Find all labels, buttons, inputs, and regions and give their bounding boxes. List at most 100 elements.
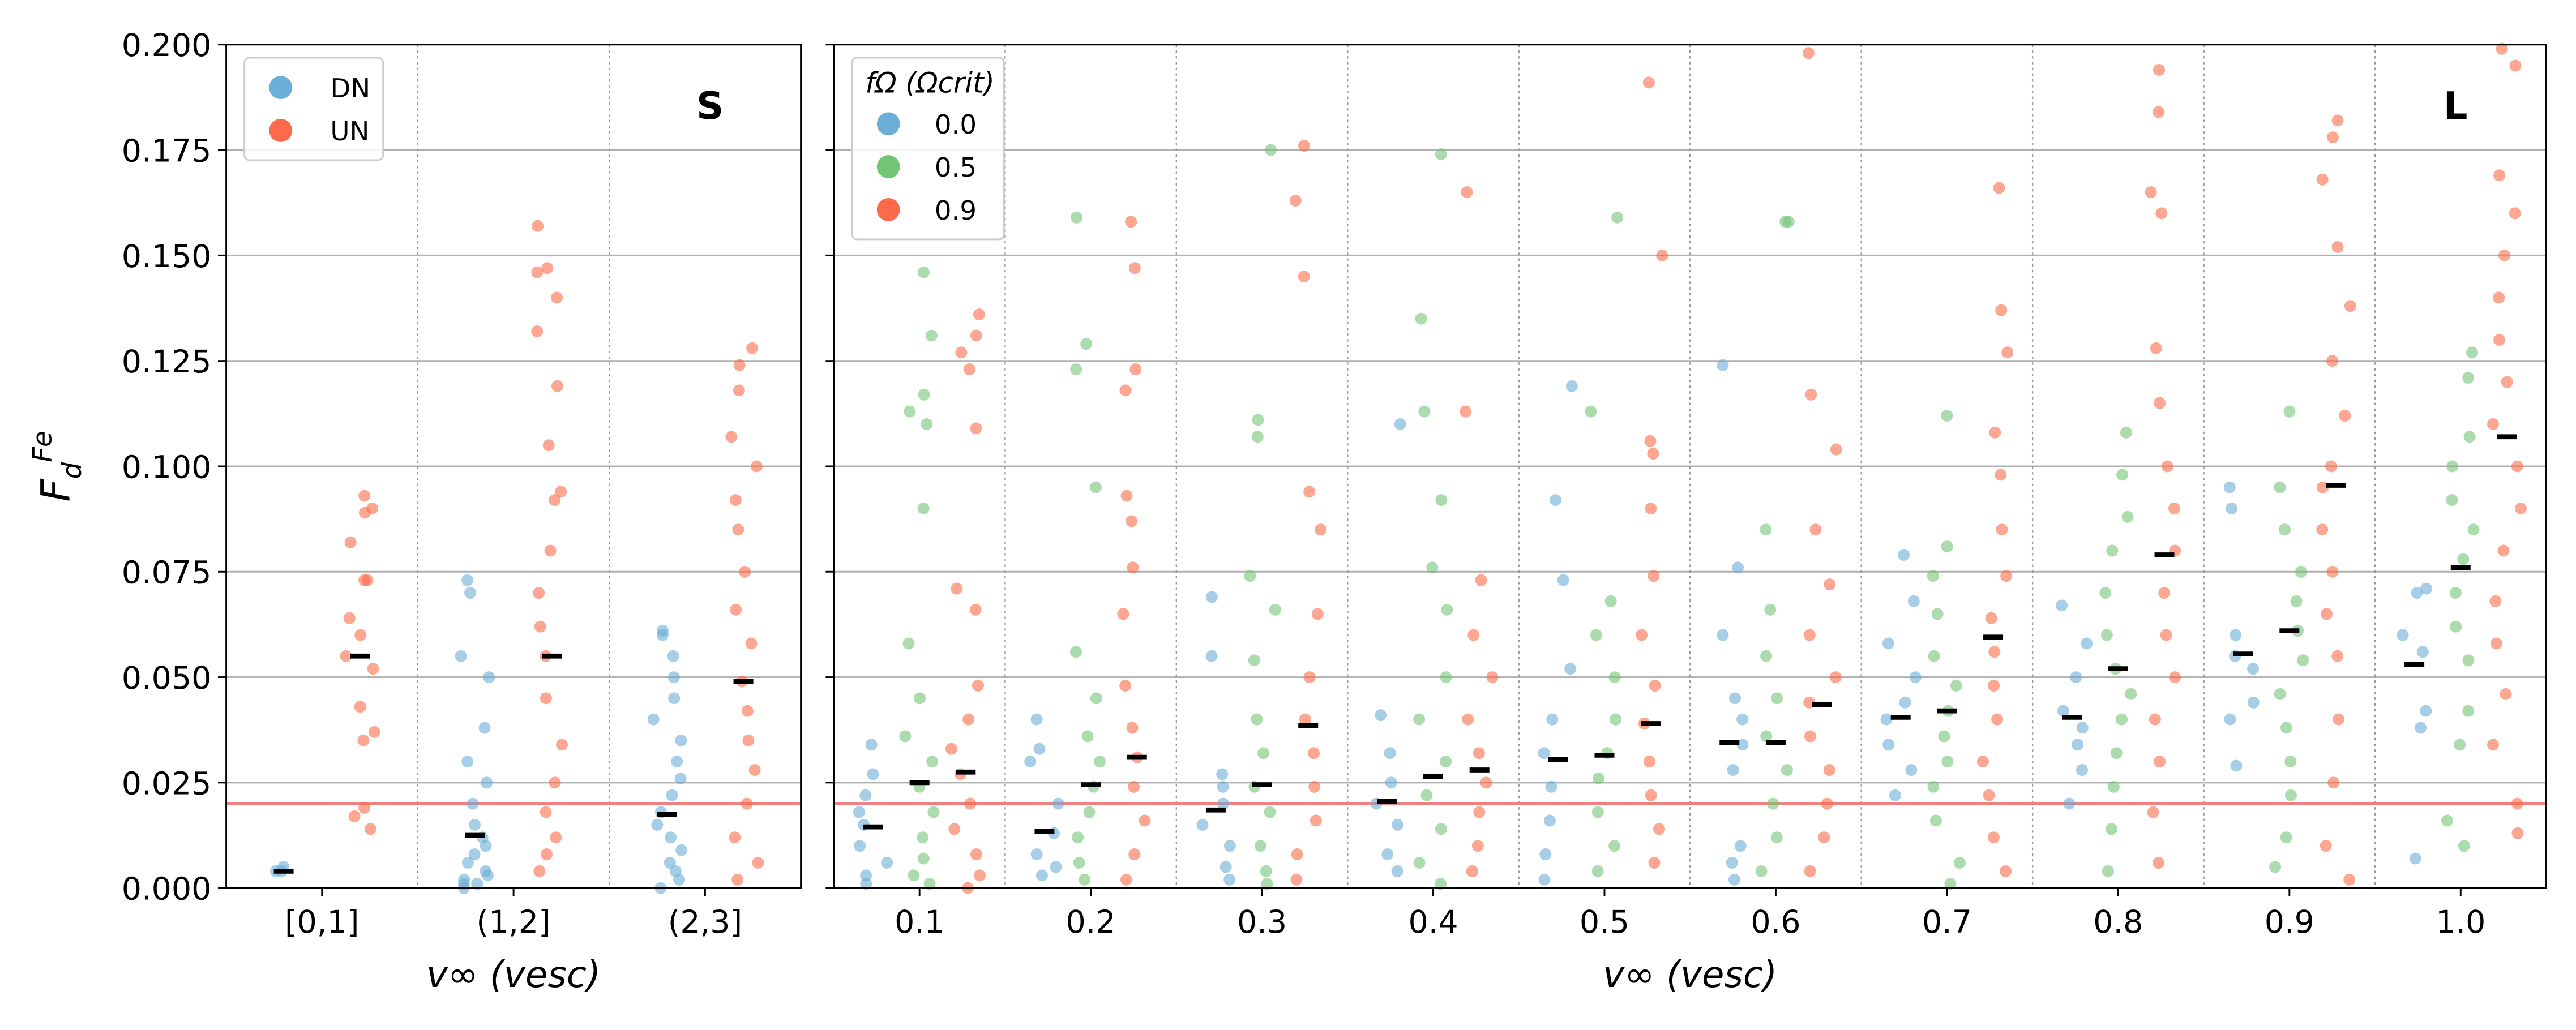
- point: [2295, 565, 2307, 578]
- point: [1070, 646, 1082, 658]
- point: [549, 776, 561, 789]
- y-tick-label: 0.075: [122, 555, 212, 591]
- point: [540, 806, 552, 818]
- point: [2099, 587, 2112, 599]
- point: [461, 756, 474, 768]
- point: [533, 587, 545, 599]
- point: [550, 831, 562, 844]
- point: [2076, 764, 2088, 776]
- point: [746, 342, 759, 354]
- point: [742, 734, 755, 746]
- point: [1592, 772, 1604, 784]
- x-tick-label: 0.5: [1580, 904, 1629, 941]
- point: [1642, 76, 1655, 89]
- point: [481, 869, 494, 882]
- point: [2490, 637, 2502, 650]
- point: [741, 797, 753, 810]
- point: [918, 388, 930, 401]
- point: [2147, 806, 2159, 818]
- point: [2158, 587, 2171, 599]
- point: [1809, 523, 1822, 536]
- x-axis-label: v∞ (vesc): [426, 954, 601, 996]
- point: [555, 486, 567, 498]
- point: [358, 507, 371, 519]
- point: [1539, 848, 1552, 861]
- point: [2317, 481, 2329, 493]
- point: [2511, 797, 2523, 810]
- point: [2223, 481, 2236, 493]
- point: [1251, 713, 1263, 726]
- point: [2326, 355, 2338, 367]
- point: [1732, 561, 1744, 574]
- point: [2000, 865, 2012, 877]
- point: [2487, 739, 2500, 751]
- point: [1610, 713, 1622, 726]
- y-tick-label: 0.100: [122, 449, 212, 486]
- point: [1909, 671, 1922, 684]
- x-tick-label: 0.4: [1408, 904, 1458, 941]
- point: [1219, 861, 1232, 873]
- point: [1269, 603, 1281, 616]
- point: [1426, 561, 1439, 574]
- point: [2397, 629, 2409, 641]
- point: [1308, 780, 1321, 793]
- point: [2284, 756, 2297, 768]
- point: [2462, 371, 2475, 384]
- point: [2230, 759, 2243, 772]
- point: [1545, 780, 1557, 793]
- point: [540, 848, 553, 861]
- x-tick-label: 0.7: [1922, 904, 1972, 941]
- point: [358, 574, 370, 586]
- point: [2511, 460, 2523, 473]
- point: [750, 460, 763, 473]
- point: [531, 325, 544, 337]
- point: [1079, 873, 1091, 886]
- point: [1127, 780, 1140, 793]
- point: [656, 629, 669, 641]
- point: [1591, 806, 1604, 818]
- point: [2063, 797, 2076, 810]
- point: [1728, 873, 1740, 886]
- point: [1882, 637, 1894, 650]
- point: [1466, 865, 1478, 877]
- point: [2327, 776, 2340, 789]
- point: [1770, 831, 1783, 844]
- point: [1311, 608, 1324, 620]
- point: [2120, 426, 2132, 439]
- point: [1480, 776, 1492, 789]
- point: [962, 713, 975, 726]
- point: [2153, 856, 2165, 869]
- point: [908, 869, 920, 882]
- point: [1591, 865, 1604, 877]
- point: [348, 810, 361, 822]
- point: [731, 873, 744, 886]
- point: [2116, 713, 2128, 726]
- point: [2106, 544, 2119, 557]
- point: [542, 439, 555, 452]
- point: [1394, 418, 1406, 430]
- point: [531, 266, 544, 278]
- point: [534, 620, 546, 633]
- point: [1991, 713, 2004, 726]
- point: [1303, 486, 1316, 498]
- x-tick-label: 0.3: [1237, 904, 1287, 941]
- point: [651, 818, 664, 831]
- point: [1139, 814, 1151, 827]
- legend-label: 0.9: [935, 196, 977, 226]
- point: [2326, 565, 2339, 578]
- point: [1223, 873, 1236, 886]
- point: [853, 806, 865, 818]
- point: [973, 308, 985, 321]
- point: [480, 840, 492, 852]
- point: [1073, 856, 1085, 869]
- point: [1543, 814, 1556, 827]
- point: [1461, 186, 1473, 199]
- point: [1035, 869, 1048, 882]
- point: [865, 739, 878, 751]
- point: [2290, 595, 2303, 607]
- axes-frame: [833, 44, 2547, 889]
- point: [2274, 481, 2286, 493]
- point: [1475, 574, 1487, 586]
- point: [1717, 359, 1729, 371]
- point: [1315, 523, 1327, 536]
